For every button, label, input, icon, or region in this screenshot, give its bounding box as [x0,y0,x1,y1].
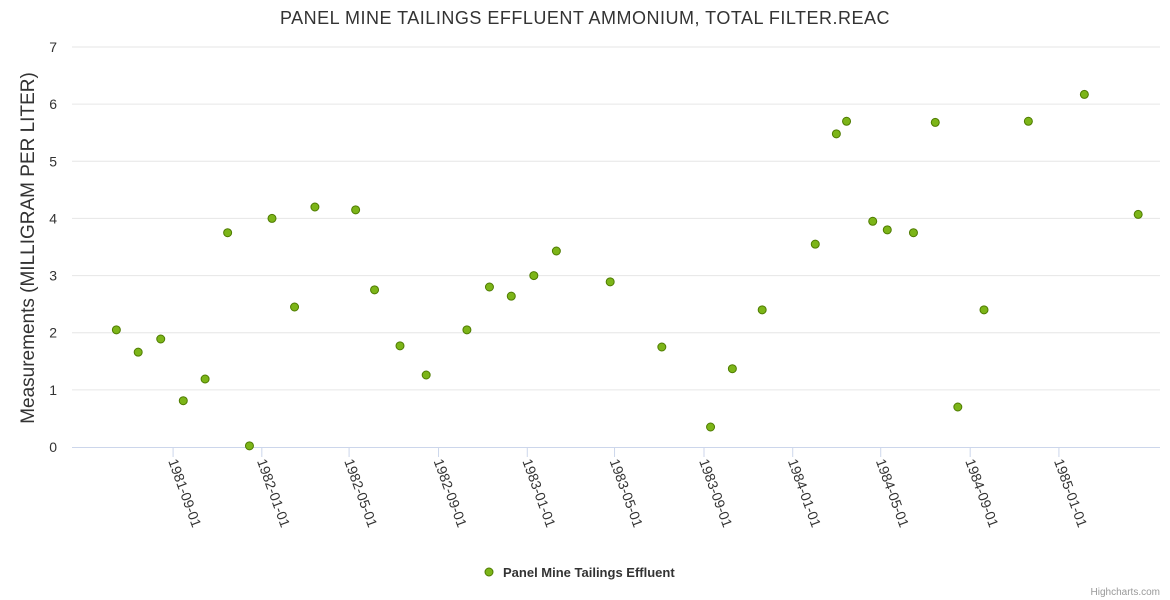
data-point[interactable] [727,364,737,374]
data-point[interactable] [351,205,361,215]
data-point[interactable] [810,239,820,249]
legend-label-series[interactable]: Panel Mine Tailings Effluent [503,565,675,580]
data-point[interactable] [1079,89,1089,99]
data-point[interactable] [370,285,380,295]
data-point[interactable] [111,325,121,335]
x-tick-label: 1982-05-01 [341,457,381,530]
chart-title: PANEL MINE TAILINGS EFFLUENT AMMONIUM, T… [280,8,890,28]
data-point[interactable] [908,228,918,238]
data-point[interactable] [882,225,892,235]
data-point[interactable] [244,441,254,451]
x-tick-label: 1985-01-01 [1051,457,1091,530]
y-tick-label: 2 [49,325,57,341]
data-point[interactable] [551,246,561,256]
data-point[interactable] [842,116,852,126]
data-point[interactable] [484,282,494,292]
data-point[interactable] [1023,116,1033,126]
x-tick-label: 1984-05-01 [873,457,913,530]
data-point[interactable] [1133,209,1143,219]
x-tick-label: 1984-01-01 [785,457,825,530]
data-point[interactable] [506,291,516,301]
y-gridlines [72,46,1160,391]
x-tick-label: 1983-09-01 [696,457,736,530]
data-point[interactable] [310,202,320,212]
x-tick-label: 1981-09-01 [165,457,205,530]
y-tick-label: 5 [49,153,57,169]
data-point[interactable] [831,129,841,139]
data-point[interactable] [757,305,767,315]
y-tick-label: 0 [49,439,57,455]
data-point[interactable] [133,347,143,357]
y-tick-label: 4 [49,210,57,226]
x-tick-label: 1982-09-01 [431,457,471,530]
data-point[interactable] [706,422,716,432]
y-tick-labels: 0 1 2 3 4 5 6 7 [49,39,57,455]
y-tick-label: 3 [49,268,57,284]
data-point[interactable] [868,216,878,226]
data-point[interactable] [953,402,963,412]
data-point[interactable] [529,271,539,281]
data-point[interactable] [290,302,300,312]
data-point[interactable] [223,228,233,238]
data-point[interactable] [657,342,667,352]
x-tick-label: 1983-01-01 [519,457,559,530]
x-tick-label: 1984-09-01 [962,457,1002,530]
data-point[interactable] [462,325,472,335]
y-axis-label: Measurements (MILLIGRAM PER LITER) [18,72,39,424]
data-point[interactable] [421,370,431,380]
y-tick-label: 7 [49,39,57,55]
scatter-points [111,89,1143,451]
data-point[interactable] [605,277,615,287]
data-point[interactable] [200,374,210,384]
data-point[interactable] [930,117,940,127]
legend[interactable]: Panel Mine Tailings Effluent [484,565,675,580]
data-point[interactable] [267,213,277,223]
y-tick-label: 6 [49,96,57,112]
data-point[interactable] [395,341,405,351]
x-tick-label: 1982-01-01 [254,457,294,530]
x-ticks: 1981-09-01 1982-01-01 1982-05-01 1982-09-01… [165,447,1091,530]
y-tick-label: 1 [49,382,57,398]
data-point[interactable] [178,396,188,406]
data-point[interactable] [979,305,989,315]
credits-link[interactable]: Highcharts.com [1091,587,1160,598]
x-tick-label: 1983-05-01 [607,457,647,530]
legend-marker [484,567,494,577]
data-point[interactable] [156,334,166,344]
